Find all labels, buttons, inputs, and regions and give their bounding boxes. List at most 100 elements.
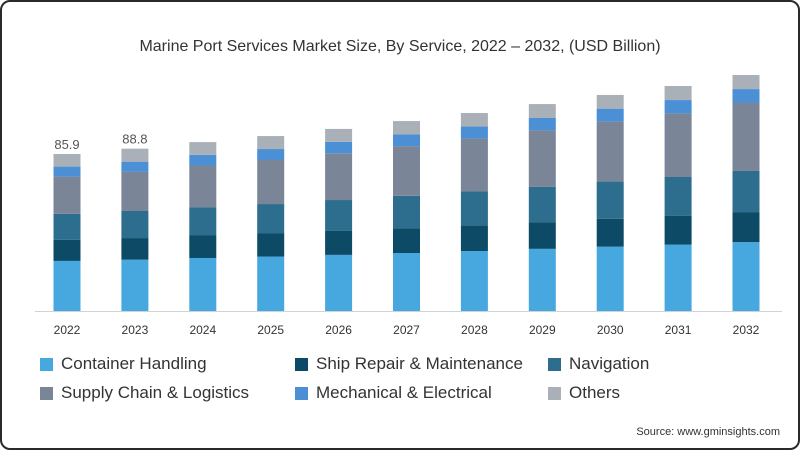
bar-segment-2025-2 bbox=[257, 204, 285, 234]
legend-label: Mechanical & Electrical bbox=[316, 383, 492, 402]
legend-item: Ship Repair & Maintenance bbox=[295, 354, 523, 374]
bar-segment-2023-4 bbox=[121, 161, 149, 172]
bar-segment-2022-3 bbox=[53, 176, 81, 214]
bar-segment-2025-5 bbox=[257, 136, 285, 150]
data-label: 85.9 bbox=[54, 137, 79, 152]
bar-segment-2027-3 bbox=[393, 146, 420, 196]
bar-segment-2032-4 bbox=[732, 89, 760, 103]
bar-segment-2025-1 bbox=[257, 233, 285, 257]
bar-segment-2028-1 bbox=[460, 225, 488, 252]
bar-segment-2026-5 bbox=[325, 128, 353, 142]
bar-segment-2029-5 bbox=[528, 104, 556, 118]
bar-segment-2024-3 bbox=[189, 165, 217, 208]
bar-segment-2026-4 bbox=[325, 141, 353, 154]
legend-item: Mechanical & Electrical bbox=[295, 383, 492, 403]
legend-swatch bbox=[40, 357, 53, 371]
bar-segment-2025-4 bbox=[257, 149, 285, 161]
bar-segment-2031-1 bbox=[664, 215, 692, 245]
bar-segment-2027-4 bbox=[393, 134, 420, 147]
bar-segment-2024-4 bbox=[189, 154, 217, 166]
bar-segment-2024-2 bbox=[189, 207, 217, 236]
bar-segment-2030-0 bbox=[596, 246, 624, 311]
x-tick-label: 2030 bbox=[597, 323, 624, 337]
x-tick-label: 2032 bbox=[733, 323, 760, 337]
bar-segment-2030-4 bbox=[596, 108, 624, 122]
bar-segment-2022-4 bbox=[53, 166, 81, 177]
bar-segment-2031-4 bbox=[664, 100, 692, 114]
bar-segment-2028-3 bbox=[460, 138, 488, 192]
x-tick-label: 2023 bbox=[122, 323, 149, 337]
bar-segment-2031-2 bbox=[664, 177, 692, 216]
bar-segment-2023-2 bbox=[121, 211, 149, 239]
bar-segment-2032-5 bbox=[732, 75, 760, 90]
legend-label: Ship Repair & Maintenance bbox=[316, 354, 523, 373]
legend-item: Container Handling bbox=[40, 354, 207, 374]
bar-segment-2022-1 bbox=[53, 239, 81, 261]
bar-segment-2030-2 bbox=[596, 181, 624, 219]
bar-segment-2027-1 bbox=[393, 228, 420, 254]
bar-segment-2031-3 bbox=[664, 113, 692, 178]
bar-segment-2026-3 bbox=[325, 153, 353, 201]
bar-segment-2028-5 bbox=[460, 113, 488, 127]
bar-segment-2022-0 bbox=[53, 260, 81, 311]
x-tick-label: 2025 bbox=[257, 323, 284, 337]
bar-segment-2031-5 bbox=[664, 85, 692, 101]
bar-segment-2027-5 bbox=[393, 121, 420, 135]
bar-segment-2030-5 bbox=[596, 94, 624, 109]
x-tick-label: 2026 bbox=[325, 323, 352, 337]
bar-segment-2029-4 bbox=[528, 117, 556, 131]
bar-segment-2024-5 bbox=[189, 142, 217, 155]
bar-segment-2027-0 bbox=[393, 253, 420, 311]
bar-segment-2032-1 bbox=[732, 212, 760, 243]
x-tick-label: 2022 bbox=[54, 323, 81, 337]
bar-segment-2026-0 bbox=[325, 254, 353, 311]
legend-label: Navigation bbox=[569, 354, 650, 373]
bar-segment-2032-2 bbox=[732, 170, 760, 213]
bar-segment-2022-5 bbox=[53, 153, 81, 167]
legend-swatch bbox=[40, 386, 53, 400]
source-note: Source: www.gminsights.com bbox=[636, 426, 780, 438]
legend-item: Supply Chain & Logistics bbox=[40, 383, 249, 403]
legend-swatch bbox=[548, 357, 561, 371]
x-tick-label: 2029 bbox=[529, 323, 556, 337]
bar-segment-2025-0 bbox=[257, 256, 285, 311]
bar-segment-2032-3 bbox=[732, 102, 760, 171]
bar-segment-2022-2 bbox=[53, 213, 81, 240]
legend-swatch bbox=[295, 357, 308, 371]
legend-label: Supply Chain & Logistics bbox=[61, 383, 250, 402]
bar-segment-2023-3 bbox=[121, 171, 149, 212]
bar-segment-2025-3 bbox=[257, 160, 285, 205]
bar-segment-2027-2 bbox=[393, 195, 420, 229]
bar-segment-2029-3 bbox=[528, 130, 556, 187]
bar-segment-2026-1 bbox=[325, 230, 353, 255]
bar-segment-2024-1 bbox=[189, 235, 217, 258]
legend-item: Others bbox=[548, 383, 620, 403]
x-tick-label: 2031 bbox=[665, 323, 692, 337]
bar-segment-2028-2 bbox=[460, 191, 488, 226]
bar-segment-2032-0 bbox=[732, 242, 760, 311]
data-label: 88.8 bbox=[122, 132, 147, 147]
legend-label: Others bbox=[569, 383, 621, 402]
bar-segment-2029-2 bbox=[528, 186, 556, 223]
legend-item: Navigation bbox=[548, 354, 649, 374]
bar-segment-2030-1 bbox=[596, 218, 624, 247]
legend-label: Container Handling bbox=[61, 354, 207, 373]
legend-swatch bbox=[295, 386, 308, 400]
bar-segment-2031-0 bbox=[664, 244, 692, 311]
bar-segment-2028-0 bbox=[460, 251, 488, 311]
x-tick-label: 2028 bbox=[461, 323, 488, 337]
x-tick-label: 2027 bbox=[393, 323, 420, 337]
bar-segment-2029-1 bbox=[528, 222, 556, 249]
bar-segment-2023-0 bbox=[121, 259, 149, 311]
bar-segment-2024-0 bbox=[189, 257, 217, 311]
bar-segment-2029-0 bbox=[528, 248, 556, 311]
legend-swatch bbox=[548, 386, 561, 400]
bar-segment-2023-5 bbox=[121, 148, 149, 162]
chart-title: Marine Port Services Market Size, By Ser… bbox=[139, 38, 661, 55]
bar-segment-2023-1 bbox=[121, 238, 149, 260]
x-tick-label: 2024 bbox=[189, 323, 216, 337]
bar-segment-2026-2 bbox=[325, 200, 353, 231]
bar-segment-2028-4 bbox=[460, 126, 488, 139]
bar-segment-2030-3 bbox=[596, 121, 624, 182]
